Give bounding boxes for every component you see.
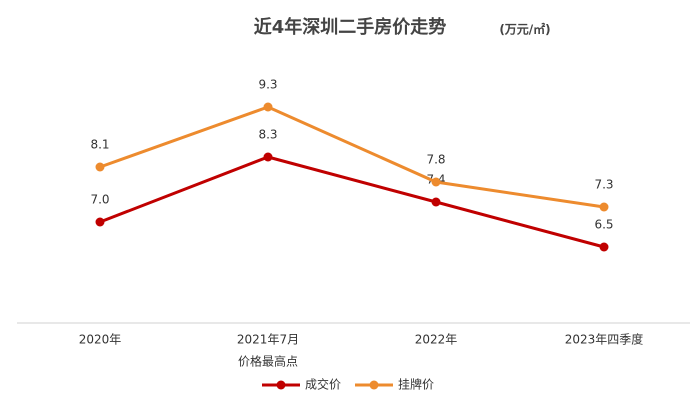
legend-label: 挂牌价 xyxy=(398,378,434,392)
data-label: 9.3 xyxy=(258,78,277,92)
data-point xyxy=(431,197,441,207)
x-tick-label: 2022年 xyxy=(415,333,458,347)
data-label: 7.0 xyxy=(90,193,109,207)
data-point xyxy=(263,102,273,112)
annotation: 价格最高点 xyxy=(238,354,298,369)
data-point xyxy=(95,217,105,227)
x-tick-label: 2021年7月 xyxy=(237,333,299,347)
data-point xyxy=(599,202,609,212)
series-line xyxy=(99,105,605,209)
data-point xyxy=(95,162,105,172)
series-line xyxy=(99,155,605,249)
data-label: 8.1 xyxy=(90,138,109,152)
legend-label: 成交价 xyxy=(305,377,341,392)
data-point xyxy=(599,242,609,252)
chart-title: 近4年深圳二手房价走势 xyxy=(254,16,447,38)
legend-dot xyxy=(369,380,379,390)
data-label: 8.3 xyxy=(258,128,277,142)
data-label: 7.3 xyxy=(594,178,613,192)
legend-dot xyxy=(276,380,286,390)
x-tick-label: 2020年 xyxy=(79,333,122,347)
chart-subtitle: (万元/㎡) xyxy=(499,22,550,37)
data-point xyxy=(263,152,273,162)
x-tick-label: 2023年四季度 xyxy=(565,332,644,347)
data-label: 7.8 xyxy=(426,153,445,167)
data-point xyxy=(431,177,441,187)
data-label: 6.5 xyxy=(594,218,613,232)
